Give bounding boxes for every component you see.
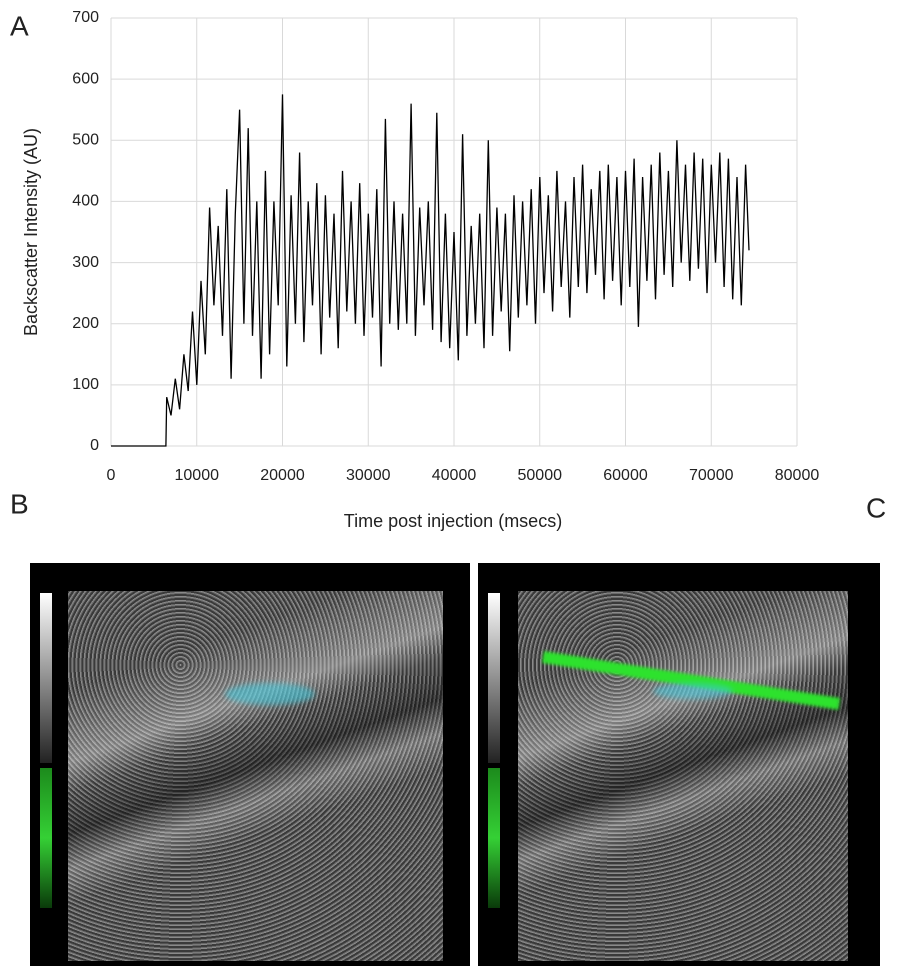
panel-label: B — [10, 488, 29, 519]
ultrasound-scan — [68, 591, 443, 961]
x-axis-label: Time post injection (msecs) — [344, 511, 562, 531]
x-tick-label: 20000 — [260, 467, 305, 484]
ultrasound-image — [30, 563, 470, 966]
y-tick-label: 500 — [72, 132, 99, 149]
x-tick-label: 60000 — [603, 467, 648, 484]
chart: A B C Time post injection (msecs) Backsc… — [10, 9, 886, 531]
data-line — [111, 94, 750, 447]
contrast-overlay — [225, 683, 315, 705]
x-tick-label: 30000 — [346, 467, 391, 484]
x-tick-label: 80000 — [775, 467, 820, 484]
ultrasound-image — [478, 563, 880, 966]
ultrasound-scan — [518, 591, 848, 961]
panel-label: C — [866, 492, 886, 523]
panel-label: A — [10, 10, 29, 41]
x-tick-label: 40000 — [432, 467, 477, 484]
contrast-overlay — [653, 683, 733, 699]
y-tick-label: 400 — [72, 193, 99, 210]
y-tick-label: 0 — [90, 437, 99, 454]
color-scale-bar — [40, 768, 52, 908]
x-tick-label: 50000 — [518, 467, 563, 484]
y-tick-label: 600 — [72, 70, 99, 87]
x-tick-label: 10000 — [175, 467, 220, 484]
y-tick-label: 100 — [72, 376, 99, 393]
y-tick-label: 700 — [72, 9, 99, 26]
y-tick-label: 200 — [72, 315, 99, 332]
gray-scale-bar — [40, 593, 52, 763]
gray-scale-bar — [488, 593, 500, 763]
color-scale-bar — [488, 768, 500, 908]
y-axis-label: Backscatter Intensity (AU) — [21, 128, 41, 336]
y-tick-label: 300 — [72, 254, 99, 271]
x-tick-label: 0 — [107, 467, 116, 484]
x-tick-label: 70000 — [689, 467, 734, 484]
